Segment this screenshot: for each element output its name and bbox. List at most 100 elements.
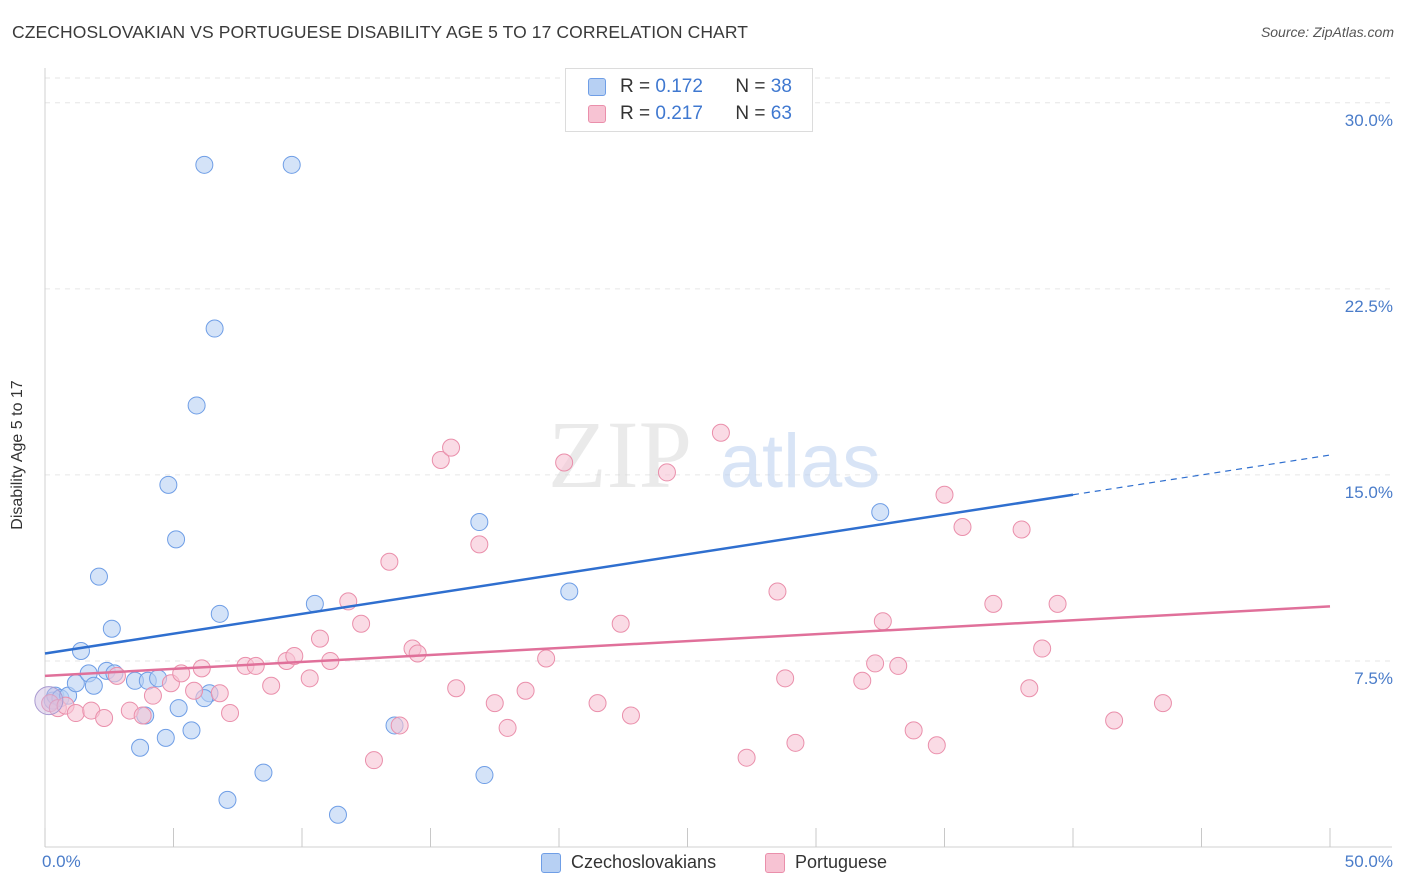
point-portuguese: [498, 718, 517, 737]
y-tick-label: 30.0%: [1344, 110, 1393, 130]
point-portuguese: [555, 453, 574, 472]
point-portuguese: [143, 686, 162, 705]
point-portuguese: [711, 423, 730, 442]
point-portuguese: [984, 594, 1003, 613]
point-czechoslovakians: [187, 396, 206, 415]
point-portuguese: [873, 612, 892, 631]
point-czechoslovakians: [470, 513, 489, 532]
point-czechoslovakians: [71, 642, 90, 661]
stats-row-czechoslovakians: R = 0.172 N = 38: [588, 75, 792, 99]
point-czechoslovakians: [871, 503, 890, 522]
x-tick-label-max: 50.0%: [1344, 852, 1393, 871]
point-portuguese: [133, 706, 152, 725]
point-czechoslovakians: [159, 475, 178, 494]
point-portuguese: [95, 709, 114, 728]
trend-line-extension: [1072, 454, 1331, 496]
r-label: R =: [620, 103, 656, 124]
point-portuguese: [1020, 679, 1039, 698]
point-portuguese: [786, 733, 805, 752]
n-label: N =: [735, 103, 771, 124]
legend-label-czechoslovakians: Czechoslovakians: [571, 852, 717, 872]
point-czechoslovakians: [254, 763, 273, 782]
legend-swatch-blue: [541, 852, 561, 873]
point-czechoslovakians: [195, 155, 214, 174]
point-portuguese: [516, 681, 535, 700]
data-points: [34, 155, 1172, 824]
grid-lines: [45, 77, 1392, 662]
point-portuguese: [485, 694, 504, 713]
point-portuguese: [364, 751, 383, 770]
point-portuguese: [853, 671, 872, 690]
point-portuguese: [447, 679, 466, 698]
point-czechoslovakians: [218, 790, 237, 809]
point-portuguese: [380, 552, 399, 571]
legend-item-portuguese[interactable]: Portuguese: [765, 852, 887, 873]
trend-line-czechoslovakians: [44, 493, 1074, 655]
y-tick-label: 15.0%: [1344, 482, 1393, 502]
legend-swatch-pink: [765, 852, 785, 873]
point-czechoslovakians: [205, 319, 224, 338]
y-tick-label: 7.5%: [1354, 668, 1393, 688]
point-czechoslovakians: [475, 766, 494, 785]
point-portuguese: [107, 666, 126, 685]
point-portuguese: [927, 736, 946, 755]
point-portuguese: [889, 656, 908, 675]
point-portuguese: [221, 704, 240, 723]
n-value-portuguese: 63: [770, 103, 792, 124]
point-czechoslovakians: [282, 155, 301, 174]
n-label: N =: [735, 76, 771, 97]
point-portuguese: [1048, 594, 1067, 613]
point-portuguese: [866, 654, 885, 673]
y-tick-label: 22.5%: [1344, 296, 1393, 316]
point-czechoslovakians: [84, 676, 103, 695]
point-portuguese: [1033, 639, 1052, 658]
point-portuguese: [588, 694, 607, 713]
trend-line-portuguese: [44, 605, 1331, 678]
point-portuguese: [935, 485, 954, 504]
point-portuguese: [262, 676, 281, 695]
legend-label-portuguese: Portuguese: [795, 852, 888, 872]
chart-source: Source: ZipAtlas.com: [1260, 24, 1394, 40]
point-czechoslovakians: [210, 604, 229, 623]
legend-item-czechoslovakians[interactable]: Czechoslovakians: [541, 852, 716, 873]
point-portuguese: [352, 614, 371, 633]
point-portuguese: [904, 721, 923, 740]
point-portuguese: [210, 684, 229, 703]
point-portuguese: [657, 463, 676, 482]
point-portuguese: [768, 582, 787, 601]
point-portuguese: [442, 438, 461, 457]
point-portuguese: [537, 649, 556, 668]
point-portuguese: [431, 451, 450, 470]
point-czechoslovakians: [131, 738, 150, 757]
trend-lines: [44, 454, 1331, 678]
point-portuguese: [737, 748, 756, 767]
r-label: R =: [620, 76, 656, 97]
point-portuguese: [953, 517, 972, 536]
series-legend: Czechoslovakians Portuguese: [0, 852, 1406, 876]
point-portuguese: [66, 704, 85, 723]
n-value-czechoslovakians: 38: [770, 76, 792, 97]
legend-swatch-pink: [588, 105, 606, 123]
point-cluster-origin: [34, 686, 64, 716]
point-czechoslovakians: [169, 699, 188, 718]
stats-row-portuguese: R = 0.217 N = 63: [588, 102, 792, 126]
point-portuguese: [390, 716, 409, 735]
point-czechoslovakians: [328, 805, 347, 824]
point-portuguese: [300, 669, 319, 688]
stats-legend: R = 0.172 N = 38 R = 0.217 N = 63: [565, 68, 813, 132]
point-portuguese: [1153, 694, 1172, 713]
y-axis-label: Disability Age 5 to 17: [9, 380, 26, 530]
point-czechoslovakians: [167, 530, 186, 549]
point-portuguese: [285, 646, 304, 665]
r-value-portuguese: 0.217: [655, 103, 703, 124]
chart-title: CZECHOSLOVAKIAN VS PORTUGUESE DISABILITY…: [12, 22, 749, 42]
x-tick-label-min: 0.0%: [42, 852, 81, 871]
legend-swatch-blue: [588, 78, 606, 96]
watermark-zip: ZIP: [548, 401, 692, 508]
point-czechoslovakians: [560, 582, 579, 601]
axes: [44, 68, 1392, 848]
point-portuguese: [611, 614, 630, 633]
point-portuguese: [310, 629, 329, 648]
point-portuguese: [776, 669, 795, 688]
